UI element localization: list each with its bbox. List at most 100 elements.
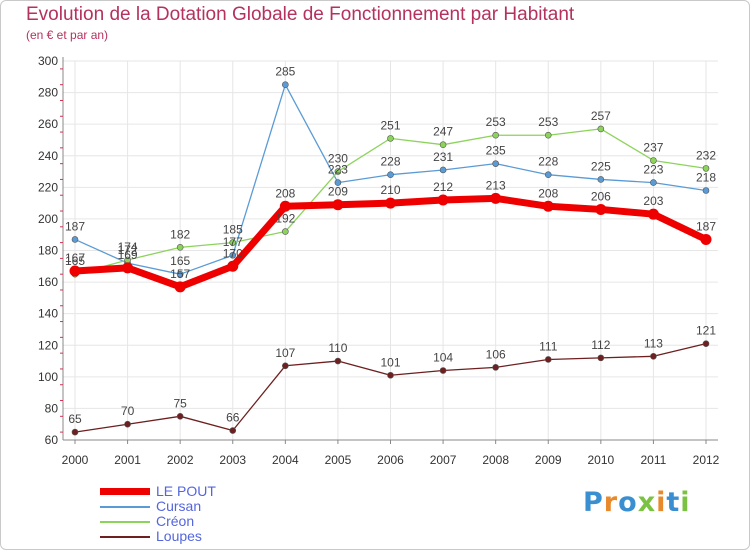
data-point bbox=[439, 367, 447, 374]
legend-label: LE POUT bbox=[156, 483, 216, 499]
legend-item: LE POUT bbox=[100, 484, 216, 499]
data-label: 172 bbox=[118, 243, 138, 257]
y-tick-label: 300 bbox=[38, 54, 58, 68]
data-point bbox=[282, 81, 289, 88]
data-point bbox=[650, 353, 657, 360]
data-point bbox=[334, 168, 342, 175]
logo-letter: P bbox=[583, 487, 604, 518]
data-label: 157 bbox=[170, 267, 190, 281]
data-label: 110 bbox=[328, 341, 347, 355]
data-label: 106 bbox=[486, 347, 506, 361]
data-label: 223 bbox=[328, 163, 348, 177]
data-label: 101 bbox=[380, 355, 400, 369]
data-point bbox=[332, 199, 344, 211]
y-tick-label: 60 bbox=[45, 433, 59, 447]
data-point bbox=[229, 239, 237, 246]
data-point bbox=[387, 171, 394, 178]
data-label: 231 bbox=[433, 150, 453, 164]
data-label: 235 bbox=[486, 144, 506, 158]
y-tick-label: 220 bbox=[38, 180, 58, 194]
data-point bbox=[279, 200, 291, 212]
data-label: 223 bbox=[643, 163, 663, 177]
chart-legend: LE POUT Cursan Créon Loupes bbox=[100, 484, 216, 544]
data-point bbox=[282, 362, 289, 370]
data-point bbox=[334, 179, 342, 186]
y-tick-label: 100 bbox=[38, 370, 58, 384]
data-label: 213 bbox=[486, 178, 506, 192]
data-label: 187 bbox=[696, 219, 716, 233]
data-label: 65 bbox=[68, 412, 82, 426]
data-point bbox=[492, 364, 499, 371]
data-point bbox=[229, 427, 237, 434]
data-point bbox=[439, 166, 447, 174]
data-label: 182 bbox=[170, 227, 190, 241]
data-label: 165 bbox=[65, 254, 85, 268]
data-label: 228 bbox=[380, 155, 400, 169]
data-label: 253 bbox=[538, 115, 558, 129]
data-point bbox=[229, 251, 237, 259]
logo-letter: x bbox=[637, 487, 657, 518]
data-point bbox=[122, 262, 134, 274]
data-label: 187 bbox=[65, 219, 85, 233]
y-tick-label: 80 bbox=[45, 401, 59, 415]
data-point bbox=[387, 135, 394, 142]
data-point bbox=[650, 157, 657, 164]
data-label: 247 bbox=[433, 125, 453, 139]
legend-label: Cursan bbox=[156, 498, 202, 514]
logo-letter: o bbox=[618, 487, 638, 518]
data-point bbox=[702, 340, 710, 347]
y-tick-label: 240 bbox=[38, 149, 58, 163]
legend-item: Créon bbox=[100, 514, 216, 529]
data-label: 208 bbox=[275, 186, 295, 200]
y-tick-label: 180 bbox=[38, 244, 58, 258]
data-label: 174 bbox=[118, 240, 138, 254]
data-point bbox=[174, 281, 186, 293]
data-label: 203 bbox=[643, 194, 663, 208]
data-point bbox=[650, 179, 657, 186]
x-tick-label: 2001 bbox=[114, 453, 141, 467]
data-point bbox=[492, 160, 499, 167]
data-point bbox=[69, 265, 81, 277]
data-point bbox=[439, 141, 447, 148]
y-tick-label: 140 bbox=[38, 307, 58, 321]
data-point bbox=[597, 125, 605, 133]
data-label: 218 bbox=[696, 170, 716, 184]
data-point bbox=[385, 197, 396, 209]
x-tick-label: 2003 bbox=[219, 453, 246, 467]
data-label: 75 bbox=[173, 396, 187, 410]
legend-swatch bbox=[100, 520, 150, 523]
proxiti-logo: Proxiti bbox=[583, 487, 691, 518]
data-label: 251 bbox=[380, 118, 400, 132]
data-point bbox=[176, 413, 184, 420]
data-point bbox=[227, 260, 239, 272]
data-label: 212 bbox=[433, 180, 453, 194]
data-label: 113 bbox=[644, 336, 663, 350]
data-point bbox=[387, 371, 394, 379]
data-point bbox=[544, 171, 552, 178]
legend-swatch bbox=[100, 488, 150, 495]
y-tick-label: 120 bbox=[38, 338, 58, 352]
data-point bbox=[71, 428, 79, 436]
data-label: 170 bbox=[223, 246, 243, 260]
data-label: 167 bbox=[65, 251, 85, 265]
data-label: 208 bbox=[538, 186, 558, 200]
logo-letter: i bbox=[656, 487, 667, 518]
data-point bbox=[334, 357, 342, 365]
data-point bbox=[282, 228, 289, 235]
data-point bbox=[597, 354, 605, 362]
data-point bbox=[595, 203, 607, 215]
data-point bbox=[437, 194, 449, 206]
data-label: 206 bbox=[591, 189, 611, 203]
data-point bbox=[542, 200, 554, 212]
data-point bbox=[71, 236, 79, 243]
x-tick-label: 2012 bbox=[693, 453, 720, 467]
data-label: 285 bbox=[275, 65, 295, 79]
data-label: 121 bbox=[696, 324, 716, 338]
x-tick-label: 2007 bbox=[430, 453, 457, 467]
x-tick-label: 2010 bbox=[587, 453, 614, 467]
legend-label: Loupes bbox=[156, 528, 202, 544]
x-tick-label: 2005 bbox=[325, 453, 352, 467]
data-label: 70 bbox=[121, 404, 135, 418]
x-tick-label: 2004 bbox=[272, 453, 299, 467]
